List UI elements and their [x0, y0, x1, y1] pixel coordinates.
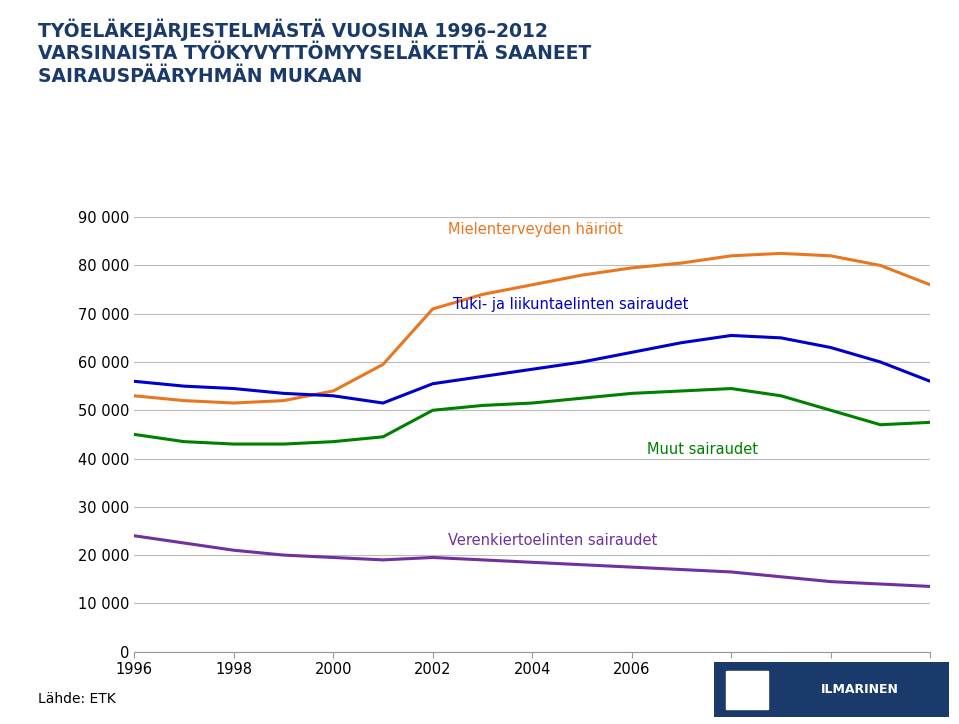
Bar — [726, 670, 768, 709]
Text: TYÖELÄKEJÄRJESTELMÄSTÄ VUOSINA 1996–2012
VARSINAISTA TYÖKYVYTTÖMYYSELÄKETTÄ SAAN: TYÖELÄKEJÄRJESTELMÄSTÄ VUOSINA 1996–2012… — [38, 18, 592, 86]
Text: Mielenterveyden häiriöt: Mielenterveyden häiriöt — [448, 222, 622, 237]
Text: Muut sairaudet: Muut sairaudet — [646, 442, 758, 457]
Text: ILMARINEN: ILMARINEN — [821, 683, 900, 696]
Text: Tuki- ja liikuntaelinten sairaudet: Tuki- ja liikuntaelinten sairaudet — [453, 297, 688, 312]
Text: Verenkiertoelinten sairaudet: Verenkiertoelinten sairaudet — [448, 534, 657, 548]
Text: Lähde: ETK: Lähde: ETK — [38, 692, 116, 706]
